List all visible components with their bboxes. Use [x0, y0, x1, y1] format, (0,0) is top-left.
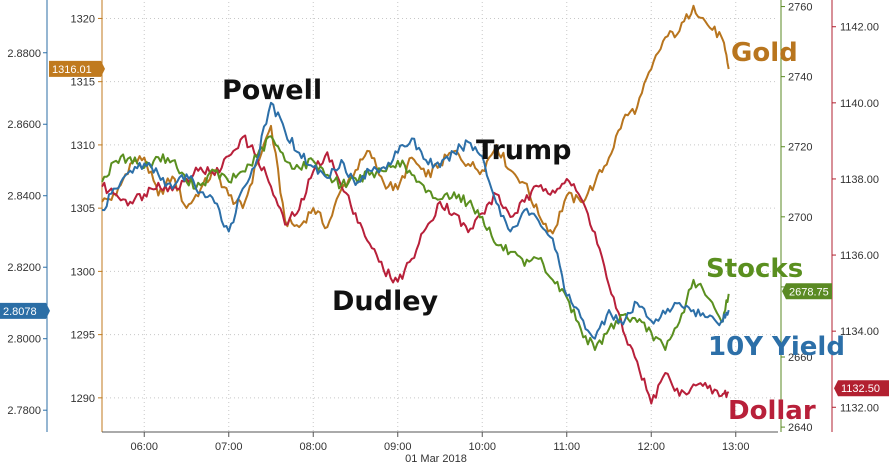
- series-lines: [101, 4, 730, 405]
- x-tick-label-4: 10:00: [468, 441, 496, 453]
- dollar-tick-label-3: 1138.00: [840, 174, 879, 186]
- series-line-10y-yield: [101, 101, 730, 340]
- badge-value-dollar: 1132.50: [841, 383, 880, 395]
- stocks-tick-label-4: 2720: [788, 142, 812, 154]
- gold-tick-label-6: 1320: [71, 13, 95, 25]
- x-tick-label-0: 06:00: [130, 441, 158, 453]
- yield-tick-label-3: 2.8400: [7, 191, 41, 203]
- annotation-stocks: Stocks: [706, 254, 803, 284]
- badge-value-gold: 1316.01: [52, 64, 92, 76]
- yield-tick-label-1: 2.8000: [7, 334, 41, 346]
- badge-shape: [834, 380, 889, 397]
- last-value-badge-dollar: 1132.50: [834, 380, 889, 397]
- badge-value-stocks: 2678.75: [789, 286, 829, 298]
- stocks-tick-label-5: 2740: [788, 72, 812, 84]
- last-value-badges: 1316.01 2.8078 2678.75 1132.50: [0, 60, 889, 397]
- yield-tick-label-0: 2.7800: [7, 405, 41, 417]
- gold-tick-label-3: 1305: [71, 203, 95, 215]
- gold-tick-label-2: 1300: [71, 266, 95, 278]
- x-tick-label-1: 07:00: [215, 441, 243, 453]
- series-line-dollar: [101, 134, 730, 405]
- annotation-dudley: Dudley: [332, 286, 439, 317]
- gold-tick-label-0: 1290: [71, 393, 95, 405]
- annotation-10y-yield: 10Y Yield: [708, 332, 845, 362]
- annotations: Powell Dudley Trump Gold Stocks 10Y Yield Doll…: [222, 38, 845, 426]
- x-tick-label-7: 13:00: [722, 441, 750, 453]
- x-tick-label-5: 11:00: [553, 441, 580, 453]
- badge-value-yield: 2.8078: [3, 306, 37, 318]
- annotation-powell: Powell: [222, 75, 322, 106]
- yield-tick-label-2: 2.8200: [7, 262, 41, 274]
- yield-tick-label-5: 2.8800: [7, 48, 41, 60]
- gold-tick-label-1: 1295: [71, 330, 95, 342]
- annotation-dollar: Dollar: [728, 396, 816, 426]
- dollar-tick-label-4: 1140.00: [840, 98, 879, 110]
- gold-tick-label-4: 1310: [71, 140, 95, 152]
- stocks-tick-label-0: 2640: [788, 422, 812, 434]
- series-line-gold: [101, 4, 730, 235]
- axes: 06:00 07:00 08:00 09:00 10:00 11:00 12:00 13:00…: [7, 0, 879, 453]
- yield-tick-label-4: 2.8600: [7, 119, 41, 131]
- last-value-badge-gold: 1316.01: [49, 60, 105, 77]
- dollar-tick-label-5: 1142.00: [840, 22, 879, 34]
- stocks-tick-label-1: 2660: [788, 352, 812, 364]
- dollar-tick-label-1: 1134.00: [840, 326, 879, 338]
- badge-shape: [49, 60, 105, 77]
- last-value-badge-stocks: 2678.75: [782, 283, 832, 300]
- last-value-badge-yield: 2.8078: [0, 302, 50, 319]
- grid-lines: [102, 2, 778, 432]
- annotation-gold: Gold: [731, 38, 798, 68]
- series-line-stocks: [101, 135, 730, 351]
- badge-shape: [782, 283, 832, 300]
- stocks-tick-label-6: 2760: [788, 2, 812, 14]
- badge-shape: [0, 302, 50, 319]
- gold-tick-label-5: 1315: [71, 77, 95, 89]
- annotation-trump: Trump: [476, 135, 571, 166]
- x-tick-label-3: 09:00: [384, 441, 412, 453]
- date-label: 01 Mar 2018: [405, 453, 467, 465]
- x-tick-label-2: 08:00: [299, 441, 327, 453]
- stocks-tick-label-3: 2700: [788, 212, 812, 224]
- dollar-tick-label-2: 1136.00: [840, 250, 879, 262]
- x-tick-label-6: 12:00: [637, 441, 665, 453]
- dollar-tick-label-0: 1132.00: [840, 402, 879, 414]
